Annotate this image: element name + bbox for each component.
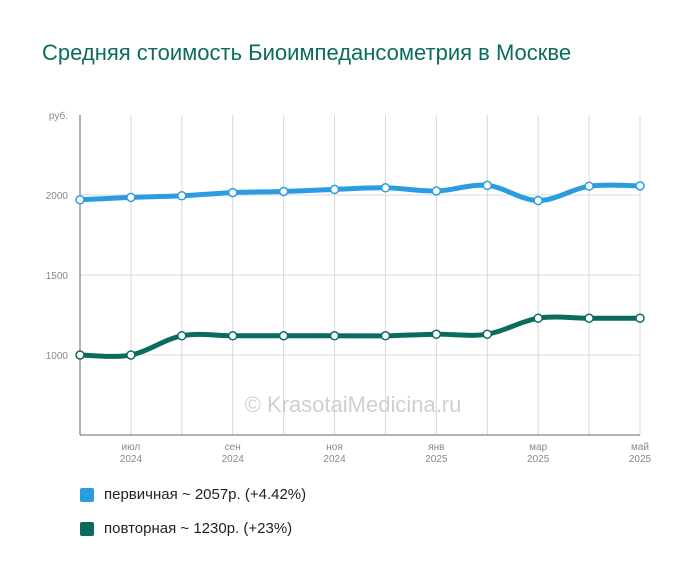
legend-swatch-primary (80, 487, 94, 502)
x-tick-year-label: 2025 (629, 454, 652, 465)
data-point-0 (380, 183, 391, 193)
y-tick-label: 2000 (46, 191, 69, 202)
data-point-1 (533, 313, 543, 323)
data-point-0 (584, 181, 594, 191)
data-point-1 (227, 331, 238, 341)
x-tick-year-label: 2025 (425, 454, 448, 465)
data-point-0 (227, 187, 238, 198)
data-point-1 (126, 350, 136, 360)
data-point-1 (380, 331, 391, 341)
x-tick-month-label: сен (225, 442, 241, 453)
x-tick-month-label: июл (122, 442, 141, 453)
x-tick-month-label: ноя (326, 442, 343, 453)
legend-label-primary: первичная ~ 2057р. (+4.42%) (104, 486, 307, 503)
data-point-1 (75, 350, 85, 360)
data-point-1 (431, 329, 442, 339)
x-tick-month-label: май (631, 442, 649, 453)
data-point-1 (584, 313, 594, 323)
legend-item-primary[interactable]: первичная ~ 2057р. (+4.42%) (80, 486, 306, 503)
data-point-1 (329, 331, 340, 341)
data-point-0 (431, 186, 442, 196)
x-tick-year-label: 2024 (323, 454, 346, 465)
data-point-0 (482, 180, 493, 191)
data-point-0 (329, 184, 340, 195)
data-point-0 (635, 181, 645, 191)
x-tick-year-label: 2024 (120, 454, 143, 465)
data-point-1 (278, 331, 289, 341)
data-point-0 (126, 192, 136, 203)
data-point-1 (635, 313, 645, 323)
x-tick-month-label: янв (428, 442, 444, 453)
data-point-1 (177, 331, 187, 341)
y-tick-label: 1000 (46, 351, 69, 362)
x-tick-month-label: мар (529, 442, 547, 453)
x-tick-year-label: 2024 (222, 454, 245, 465)
y-axis-unit-label: руб. (49, 110, 68, 122)
chart-title: Средняя стоимость Биоимпедансометрия в М… (42, 40, 572, 65)
data-point-0 (75, 195, 85, 205)
x-tick-year-label: 2025 (527, 454, 550, 465)
series-line-0 (77, 182, 643, 204)
legend-swatch-repeat (80, 521, 94, 536)
data-point-0 (278, 186, 289, 197)
data-point-0 (177, 191, 187, 201)
data-point-1 (482, 329, 493, 339)
legend-label-repeat: повторная ~ 1230р. (+23%) (104, 520, 293, 537)
series-line-1 (77, 314, 643, 359)
y-tick-label: 1500 (46, 271, 69, 282)
legend-item-repeat[interactable]: повторная ~ 1230р. (+23%) (80, 520, 292, 537)
watermark: © KrasotaiMedicina.ru (245, 392, 462, 417)
data-point-0 (533, 195, 543, 206)
